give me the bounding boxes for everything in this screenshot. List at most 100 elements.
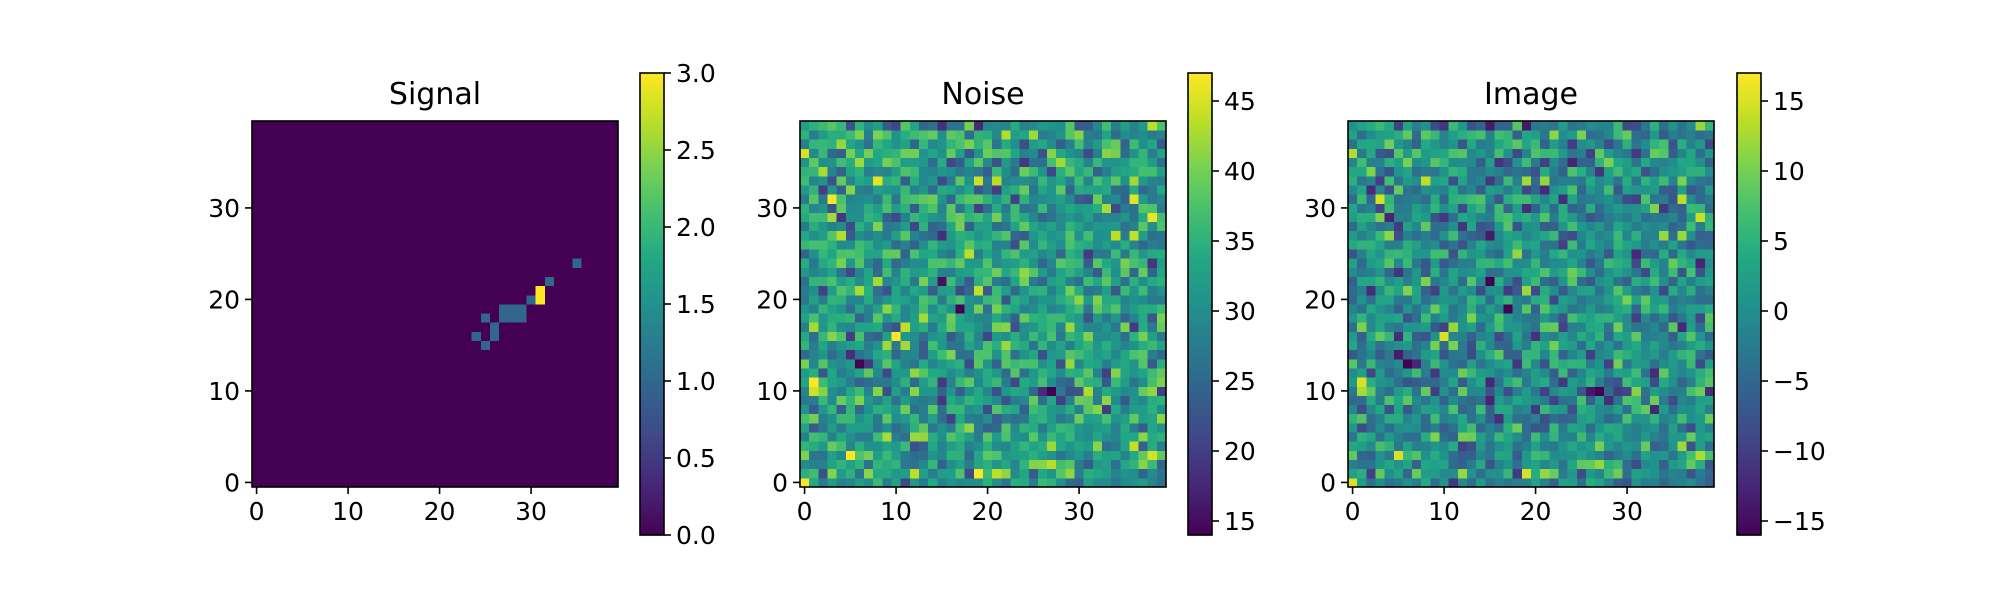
heatmap-cell xyxy=(252,194,262,204)
heatmap-cell xyxy=(572,386,582,396)
heatmap-cell xyxy=(1138,340,1149,351)
heatmap-cell xyxy=(1366,340,1376,351)
heatmap-cell xyxy=(992,139,1002,149)
heatmap-cell xyxy=(854,221,865,232)
heatmap-cell xyxy=(334,377,344,387)
heatmap-cell xyxy=(1604,276,1614,287)
colorbar-segment xyxy=(1188,169,1212,174)
heatmap-cell xyxy=(1348,285,1358,296)
heatmap-cell xyxy=(1083,340,1094,351)
heatmap-cell xyxy=(553,304,564,314)
heatmap-cell xyxy=(1668,313,1678,323)
heatmap-cell xyxy=(1074,441,1085,451)
heatmap-cell xyxy=(352,230,363,241)
heatmap-cell xyxy=(1101,432,1112,442)
heatmap-cell xyxy=(973,276,984,287)
heatmap-cell xyxy=(407,450,418,460)
heatmap-cell xyxy=(900,230,911,241)
heatmap-cell xyxy=(581,404,591,415)
heatmap-cell xyxy=(1466,166,1477,177)
heatmap-cell xyxy=(553,157,564,168)
heatmap-cell xyxy=(608,386,619,396)
heatmap-cell xyxy=(517,294,527,305)
heatmap-cell xyxy=(918,450,929,460)
heatmap-cell xyxy=(882,121,892,131)
heatmap-cell xyxy=(553,413,564,424)
heatmap-cell xyxy=(983,313,993,323)
heatmap-cell xyxy=(572,349,582,360)
colorbar-segment xyxy=(640,207,664,213)
heatmap-cell xyxy=(1485,404,1495,415)
heatmap-cell xyxy=(973,212,984,223)
heatmap-cell xyxy=(864,358,874,369)
heatmap-cell xyxy=(297,450,308,460)
heatmap-cell xyxy=(517,285,527,296)
heatmap-cell xyxy=(553,450,564,460)
heatmap-cell xyxy=(535,185,546,195)
colorbar-segment xyxy=(1188,508,1212,513)
heatmap-cell xyxy=(1558,267,1568,277)
heatmap-cell xyxy=(937,249,947,259)
heatmap-cell xyxy=(370,386,381,396)
heatmap-cell xyxy=(1357,258,1367,268)
heatmap-cell xyxy=(1001,349,1011,360)
heatmap-cell xyxy=(1129,258,1139,268)
heatmap-cell xyxy=(343,175,354,186)
heatmap-cell xyxy=(1092,212,1103,223)
heatmap-cell xyxy=(1001,276,1011,287)
heatmap-cell xyxy=(836,249,847,259)
heatmap-cell xyxy=(1156,404,1167,415)
heatmap-cell xyxy=(1037,230,1048,241)
heatmap-cell xyxy=(1393,203,1404,213)
heatmap-cell xyxy=(873,249,883,259)
heatmap-cell xyxy=(444,340,454,351)
heatmap-cell xyxy=(1083,331,1094,341)
colorbar-segment xyxy=(1188,415,1212,421)
colorbar-segment xyxy=(640,257,664,263)
colorbar-segment xyxy=(1188,280,1212,286)
heatmap-cell xyxy=(544,230,555,241)
heatmap-cell xyxy=(480,221,491,232)
heatmap-cell xyxy=(270,203,280,213)
heatmap-cell xyxy=(252,477,262,488)
heatmap-cell xyxy=(380,395,390,406)
heatmap-cell xyxy=(1019,185,1030,195)
heatmap-cell xyxy=(526,450,537,460)
heatmap-cell xyxy=(361,395,372,406)
heatmap-cell xyxy=(1375,404,1385,415)
heatmap-cell xyxy=(316,313,326,323)
heatmap-cell xyxy=(836,459,847,470)
heatmap-cell xyxy=(599,422,610,433)
colorbar-segment xyxy=(1188,92,1212,97)
heatmap-cell xyxy=(599,258,610,268)
heatmap-cell xyxy=(334,212,344,223)
heatmap-cell xyxy=(361,157,372,168)
heatmap-cell xyxy=(1028,386,1039,396)
heatmap-cell xyxy=(1156,304,1167,314)
heatmap-cell xyxy=(1111,249,1121,259)
heatmap-cell xyxy=(928,230,938,241)
heatmap-cell xyxy=(1595,331,1605,341)
heatmap-cell xyxy=(1402,377,1413,387)
heatmap-cell xyxy=(435,157,445,168)
heatmap-cell xyxy=(1393,185,1404,195)
heatmap-cell xyxy=(544,432,555,442)
heatmap-cell xyxy=(973,294,984,305)
heatmap-cell xyxy=(1028,422,1039,433)
heatmap-cell xyxy=(1677,450,1687,460)
heatmap-cell xyxy=(407,249,418,259)
heatmap-cell xyxy=(334,221,344,232)
heatmap-cell xyxy=(827,331,837,341)
heatmap-cell xyxy=(416,404,427,415)
heatmap-cell xyxy=(818,368,828,378)
heatmap-cell xyxy=(535,239,546,250)
colorbar-segment xyxy=(640,269,664,274)
heatmap-cell xyxy=(1047,459,1057,470)
heatmap-cell xyxy=(1668,322,1678,332)
heatmap-cell xyxy=(1585,432,1596,442)
heatmap-cell xyxy=(279,349,289,360)
heatmap-cell xyxy=(1457,157,1468,168)
heatmap-cell xyxy=(1558,368,1568,378)
heatmap-cell xyxy=(480,413,491,424)
heatmap-cell xyxy=(882,212,892,223)
